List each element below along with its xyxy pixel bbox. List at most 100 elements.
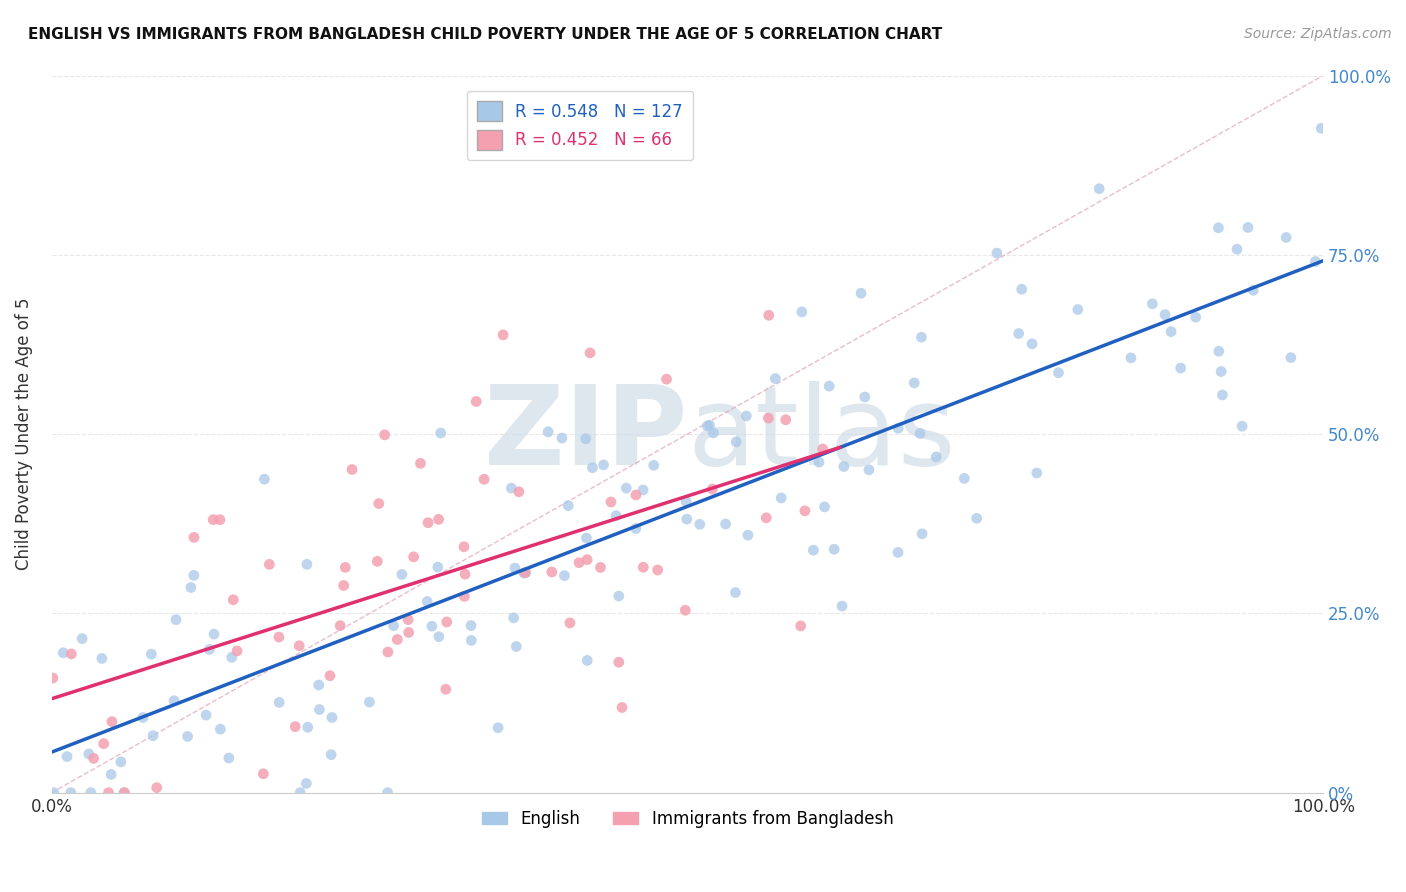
Point: [396, 613, 419, 627]
Point: [132, 710, 155, 724]
Point: [492, 327, 515, 342]
Point: [83, 751, 105, 765]
Point: [1008, 326, 1031, 341]
Point: [308, 678, 330, 692]
Point: [624, 488, 647, 502]
Point: [1011, 282, 1033, 296]
Point: [575, 531, 598, 545]
Point: [537, 425, 560, 439]
Point: [551, 431, 574, 445]
Point: [887, 545, 910, 559]
Point: [183, 568, 205, 582]
Point: [319, 669, 342, 683]
Point: [823, 542, 845, 557]
Point: [472, 472, 495, 486]
Point: [420, 619, 443, 633]
Point: [1025, 466, 1047, 480]
Point: [100, 767, 122, 781]
Point: [308, 702, 330, 716]
Point: [735, 409, 758, 423]
Point: [176, 730, 198, 744]
Point: [335, 560, 357, 574]
Point: [655, 372, 678, 386]
Point: [253, 472, 276, 486]
Point: [97, 786, 120, 800]
Point: [581, 460, 603, 475]
Point: [374, 428, 396, 442]
Y-axis label: Child Poverty Under the Age of 5: Child Poverty Under the Age of 5: [15, 298, 32, 570]
Point: [600, 495, 623, 509]
Point: [366, 554, 388, 568]
Point: [790, 305, 813, 319]
Point: [770, 491, 793, 505]
Point: [453, 590, 475, 604]
Point: [702, 482, 724, 496]
Text: Source: ZipAtlas.com: Source: ZipAtlas.com: [1244, 27, 1392, 41]
Point: [801, 543, 824, 558]
Point: [675, 512, 697, 526]
Point: [858, 463, 880, 477]
Point: [737, 528, 759, 542]
Point: [908, 426, 931, 441]
Point: [579, 346, 602, 360]
Point: [1241, 283, 1264, 297]
Text: atlas: atlas: [688, 381, 956, 488]
Point: [832, 459, 855, 474]
Point: [725, 434, 748, 449]
Point: [295, 558, 318, 572]
Point: [295, 776, 318, 790]
Point: [382, 618, 405, 632]
Point: [605, 508, 627, 523]
Point: [1119, 351, 1142, 365]
Point: [853, 390, 876, 404]
Point: [714, 516, 737, 531]
Point: [624, 522, 647, 536]
Point: [329, 618, 352, 632]
Point: [416, 594, 439, 608]
Point: [610, 700, 633, 714]
Point: [775, 413, 797, 427]
Point: [696, 419, 718, 434]
Point: [1067, 302, 1090, 317]
Point: [540, 565, 562, 579]
Point: [758, 308, 780, 322]
Point: [465, 394, 488, 409]
Point: [589, 560, 612, 574]
Point: [793, 504, 815, 518]
Point: [141, 647, 163, 661]
Point: [454, 567, 477, 582]
Point: [631, 483, 654, 497]
Point: [208, 513, 231, 527]
Point: [60, 647, 83, 661]
Point: [332, 578, 354, 592]
Point: [813, 500, 835, 514]
Point: [689, 517, 711, 532]
Point: [789, 619, 811, 633]
Point: [112, 786, 135, 800]
Point: [202, 627, 225, 641]
Point: [614, 481, 637, 495]
Point: [460, 618, 482, 632]
Point: [1211, 388, 1233, 402]
Point: [607, 589, 630, 603]
Point: [284, 720, 307, 734]
Point: [1226, 242, 1249, 256]
Point: [222, 592, 245, 607]
Point: [501, 481, 523, 495]
Point: [391, 567, 413, 582]
Point: [195, 708, 218, 723]
Point: [724, 585, 747, 599]
Point: [1170, 361, 1192, 376]
Point: [558, 615, 581, 630]
Point: [180, 581, 202, 595]
Point: [1088, 182, 1111, 196]
Point: [1208, 220, 1230, 235]
Point: [209, 722, 232, 736]
Point: [52, 646, 75, 660]
Point: [515, 566, 537, 580]
Point: [808, 455, 831, 469]
Point: [114, 786, 136, 800]
Point: [398, 625, 420, 640]
Point: [1230, 419, 1253, 434]
Point: [259, 558, 281, 572]
